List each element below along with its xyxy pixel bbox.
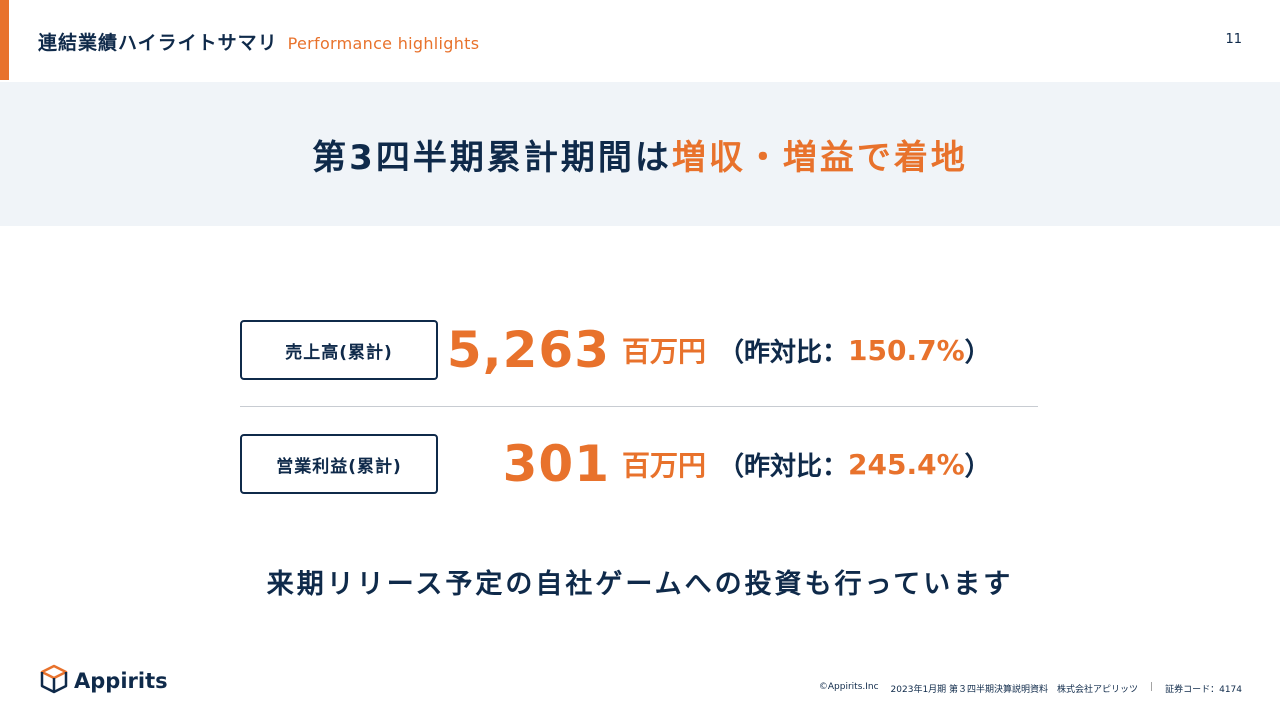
footer-stock-code: 証券コード：4174: [1165, 685, 1242, 695]
kpi-value-operating-profit: 301: [502, 435, 610, 493]
kpi-value-sales: 5,263: [446, 321, 610, 379]
box-logo-icon: [40, 664, 68, 698]
kpi-yoy-label-sales: 昨対比：: [744, 337, 849, 368]
kpi-paren-open: （: [718, 451, 745, 482]
footer-separator: |: [1150, 682, 1154, 692]
kpi-label-sales: 売上高(累計): [240, 320, 438, 380]
kpi-yoy-label-operating-profit: 昨対比：: [744, 451, 849, 482]
slide-title-jp: 連結業績ハイライトサマリ: [38, 32, 278, 54]
footer-document: 2023年1月期 第３四半期決算説明資料 株式会社アピリッツ: [890, 685, 1139, 695]
investment-note: 来期リリース予定の自社ゲームへの投資も行っています: [266, 569, 1014, 600]
kpi-paren-open: （: [718, 337, 745, 368]
header-accent-bar: [0, 0, 9, 80]
kpi-row-sales: 売上高(累計) 5,263 百万円 （ 昨対比： 150.7% ）: [240, 320, 1040, 380]
kpi-divider: [240, 406, 1038, 407]
slide-title-en: Performance highlights: [287, 34, 480, 53]
kpi-unit-operating-profit: 百万円: [622, 449, 707, 482]
kpi-unit-sales: 百万円: [622, 335, 707, 368]
headline-text: 第3四半期累計期間は増収・増益で着地: [312, 130, 968, 179]
kpi-yoy-value-operating-profit: 245.4%: [848, 447, 965, 481]
kpi-label-operating-profit: 営業利益(累計): [240, 434, 438, 494]
headline-prefix: 第3四半期累計期間は: [312, 137, 672, 178]
kpi-row-operating-profit: 営業利益(累計) 301 百万円 （ 昨対比： 245.4% ）: [240, 434, 1040, 494]
kpi-paren-close: ）: [964, 337, 991, 368]
logo-text: Appirits: [74, 669, 168, 693]
kpi-value-wrap: 5,263: [438, 321, 610, 379]
company-logo: Appirits: [40, 664, 168, 698]
headline-banner: 第3四半期累計期間は増収・増益で着地: [0, 82, 1280, 226]
footer-copyright: ©Appirits.Inc: [818, 682, 879, 692]
kpi-yoy-value-sales: 150.7%: [848, 333, 965, 367]
page-number: 11: [1225, 32, 1242, 47]
kpi-paren-close: ）: [964, 451, 991, 482]
slide-header: 連結業績ハイライトサマリ Performance highlights: [38, 28, 479, 55]
slide-footer: ©Appirits.Inc 2023年1月期 第３四半期決算説明資料 株式会社ア…: [819, 682, 1242, 695]
kpi-value-wrap: 301: [438, 435, 610, 493]
headline-highlight: 増収・増益で着地: [671, 137, 968, 178]
